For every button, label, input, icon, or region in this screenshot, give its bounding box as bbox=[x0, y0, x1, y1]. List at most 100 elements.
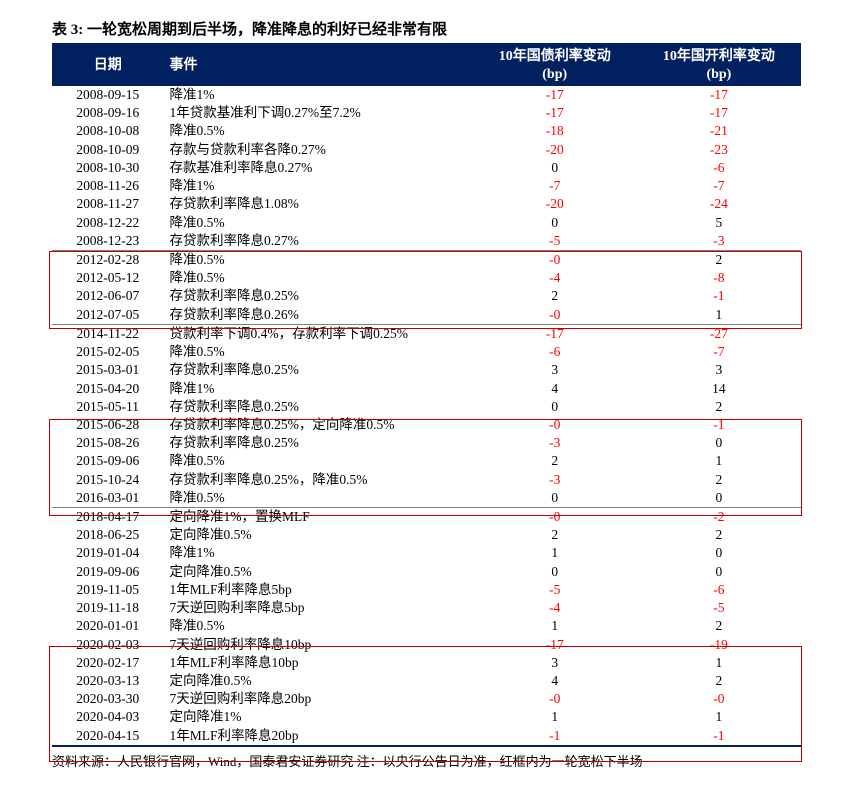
cell-event: 降准0.5% bbox=[163, 452, 472, 470]
cell-event: 定向降准0.5% bbox=[163, 672, 472, 690]
cell-event: 存款基准利率降息0.27% bbox=[163, 159, 472, 177]
cell-bond10y: -3 bbox=[473, 471, 637, 489]
table-row: 2008-09-161年贷款基准利下调0.27%至7.2%-17-17 bbox=[52, 104, 801, 122]
cell-date: 2008-09-16 bbox=[52, 104, 163, 122]
cell-date: 2008-09-15 bbox=[52, 86, 163, 104]
cell-date: 2014-11-22 bbox=[52, 324, 163, 343]
table-row: 2012-06-07存贷款利率降息0.25%2-1 bbox=[52, 287, 801, 305]
cell-event: 7天逆回购利率降息5bp bbox=[163, 599, 472, 617]
cell-date: 2020-02-03 bbox=[52, 636, 163, 654]
cell-event: 降准1% bbox=[163, 544, 472, 562]
cell-bond10y: -4 bbox=[473, 269, 637, 287]
cell-bond10y: 1 bbox=[473, 617, 637, 635]
cell-cdb10y: 1 bbox=[637, 452, 801, 470]
cell-cdb10y: 1 bbox=[637, 708, 801, 726]
cell-bond10y: -5 bbox=[473, 581, 637, 599]
cell-date: 2008-10-30 bbox=[52, 159, 163, 177]
table-row: 2008-11-27存贷款利率降息1.08%-20-24 bbox=[52, 195, 801, 213]
cell-event: 存贷款利率降息0.25% bbox=[163, 398, 472, 416]
cell-cdb10y: 3 bbox=[637, 361, 801, 379]
cell-cdb10y: -2 bbox=[637, 508, 801, 527]
th-col3: 10年国债利率变动 (bp) bbox=[473, 45, 637, 86]
cell-bond10y: 4 bbox=[473, 672, 637, 690]
table-row: 2019-09-06定向降准0.5%00 bbox=[52, 563, 801, 581]
cell-bond10y: 2 bbox=[473, 452, 637, 470]
table-row: 2014-11-22贷款利率下调0.4%，存款利率下调0.25%-17-27 bbox=[52, 324, 801, 343]
cell-bond10y: 2 bbox=[473, 287, 637, 305]
cell-cdb10y: -1 bbox=[637, 416, 801, 434]
cell-bond10y: 0 bbox=[473, 489, 637, 508]
table-title: 表 3: 一轮宽松周期到后半场，降准降息的利好已经非常有限 bbox=[52, 18, 807, 39]
table-row: 2020-03-307天逆回购利率降息20bp-0-0 bbox=[52, 690, 801, 708]
cell-event: 存贷款利率降息0.26% bbox=[163, 306, 472, 325]
cell-cdb10y: -0 bbox=[637, 690, 801, 708]
cell-event: 降准0.5% bbox=[163, 214, 472, 232]
cell-date: 2020-04-03 bbox=[52, 708, 163, 726]
th-col4-l2: (bp) bbox=[706, 67, 731, 82]
cell-event: 定向降准0.5% bbox=[163, 526, 472, 544]
cell-date: 2020-02-17 bbox=[52, 654, 163, 672]
table-row: 2015-06-28存贷款利率降息0.25%，定向降准0.5%-0-1 bbox=[52, 416, 801, 434]
cell-bond10y: -0 bbox=[473, 508, 637, 527]
cell-event: 降准0.5% bbox=[163, 617, 472, 635]
cell-bond10y: -17 bbox=[473, 636, 637, 654]
table-wrap: 日期 事件 10年国债利率变动 (bp) 10年国开利率变动 (bp) 2008… bbox=[52, 43, 801, 747]
table-row: 2008-10-09存款与贷款利率各降0.27%-20-23 bbox=[52, 141, 801, 159]
cell-date: 2008-12-23 bbox=[52, 232, 163, 251]
cell-date: 2008-11-26 bbox=[52, 177, 163, 195]
cell-bond10y: -1 bbox=[473, 727, 637, 745]
cell-event: 降准1% bbox=[163, 177, 472, 195]
cell-cdb10y: 14 bbox=[637, 380, 801, 398]
cell-bond10y: 3 bbox=[473, 361, 637, 379]
table-row: 2015-04-20降准1%414 bbox=[52, 380, 801, 398]
cell-date: 2015-10-24 bbox=[52, 471, 163, 489]
cell-bond10y: 4 bbox=[473, 380, 637, 398]
table-body: 2008-09-15降准1%-17-172008-09-161年贷款基准利下调0… bbox=[52, 86, 801, 745]
cell-event: 降准0.5% bbox=[163, 122, 472, 140]
cell-bond10y: -17 bbox=[473, 86, 637, 104]
cell-cdb10y: 0 bbox=[637, 434, 801, 452]
cell-bond10y: 0 bbox=[473, 563, 637, 581]
cell-cdb10y: -24 bbox=[637, 195, 801, 213]
cell-cdb10y: -17 bbox=[637, 104, 801, 122]
cell-date: 2016-03-01 bbox=[52, 489, 163, 508]
cell-date: 2020-04-15 bbox=[52, 727, 163, 745]
cell-date: 2019-09-06 bbox=[52, 563, 163, 581]
table-row: 2012-02-28降准0.5%-02 bbox=[52, 250, 801, 269]
cell-event: 存贷款利率降息0.25% bbox=[163, 434, 472, 452]
table-row: 2018-04-17定向降准1%，置换MLF-0-2 bbox=[52, 508, 801, 527]
cell-cdb10y: -19 bbox=[637, 636, 801, 654]
cell-bond10y: -20 bbox=[473, 195, 637, 213]
cell-cdb10y: -23 bbox=[637, 141, 801, 159]
cell-bond10y: -6 bbox=[473, 343, 637, 361]
cell-bond10y: -20 bbox=[473, 141, 637, 159]
cell-date: 2015-02-05 bbox=[52, 343, 163, 361]
table-row: 2008-10-08降准0.5%-18-21 bbox=[52, 122, 801, 140]
cell-cdb10y: 2 bbox=[637, 250, 801, 269]
cell-event: 降准0.5% bbox=[163, 250, 472, 269]
table-row: 2015-09-06降准0.5%21 bbox=[52, 452, 801, 470]
cell-event: 定向降准1%，置换MLF bbox=[163, 508, 472, 527]
table-row: 2016-03-01降准0.5%00 bbox=[52, 489, 801, 508]
cell-date: 2015-04-20 bbox=[52, 380, 163, 398]
cell-date: 2018-06-25 bbox=[52, 526, 163, 544]
cell-event: 定向降准0.5% bbox=[163, 563, 472, 581]
cell-date: 2019-11-05 bbox=[52, 581, 163, 599]
cell-cdb10y: 1 bbox=[637, 654, 801, 672]
table-row: 2020-04-03定向降准1%11 bbox=[52, 708, 801, 726]
table-row: 2008-11-26降准1%-7-7 bbox=[52, 177, 801, 195]
cell-date: 2012-06-07 bbox=[52, 287, 163, 305]
cell-event: 降准0.5% bbox=[163, 343, 472, 361]
table-row: 2008-10-30存款基准利率降息0.27%0-6 bbox=[52, 159, 801, 177]
th-date: 日期 bbox=[52, 45, 163, 86]
table-row: 2019-11-187天逆回购利率降息5bp-4-5 bbox=[52, 599, 801, 617]
cell-cdb10y: 2 bbox=[637, 471, 801, 489]
cell-event: 定向降准1% bbox=[163, 708, 472, 726]
th-col4-l1: 10年国开利率变动 bbox=[663, 49, 775, 64]
cell-cdb10y: -8 bbox=[637, 269, 801, 287]
cell-bond10y: -3 bbox=[473, 434, 637, 452]
cell-date: 2015-08-26 bbox=[52, 434, 163, 452]
cell-bond10y: 1 bbox=[473, 708, 637, 726]
cell-bond10y: 1 bbox=[473, 544, 637, 562]
cell-event: 7天逆回购利率降息20bp bbox=[163, 690, 472, 708]
